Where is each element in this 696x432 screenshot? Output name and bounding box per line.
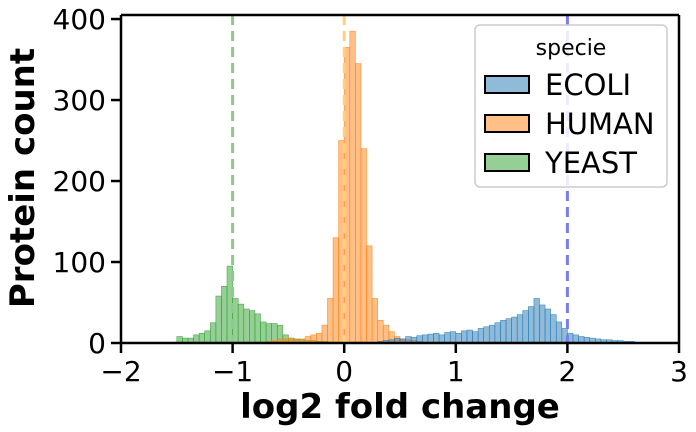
yeast-bar xyxy=(243,308,250,344)
yeast-bar xyxy=(254,313,261,344)
yeast-bars xyxy=(176,265,334,344)
yeast-bar xyxy=(260,321,267,344)
yeast-bar xyxy=(237,303,245,344)
ecoli-bar xyxy=(505,318,512,344)
y-tick-label: 0 xyxy=(88,327,106,360)
human-bar xyxy=(321,324,328,344)
x-axis-title: log2 fold change xyxy=(240,387,560,427)
ecoli-bar xyxy=(494,322,501,344)
legend-frame xyxy=(474,24,668,188)
legend-title: specie xyxy=(536,36,607,61)
ecoli-bars xyxy=(377,298,641,344)
x-tick-label: −1 xyxy=(212,355,253,388)
y-axis-title: Protein count xyxy=(3,48,43,308)
ecoli-bar xyxy=(533,298,540,344)
ecoli-bar xyxy=(444,332,451,344)
yeast-bar xyxy=(221,286,228,344)
ecoli-bar xyxy=(528,306,535,344)
x-tick-label: −2 xyxy=(100,355,141,388)
y-tick-label: 300 xyxy=(53,84,106,117)
ecoli-bar xyxy=(550,314,557,344)
ecoli-bar xyxy=(483,326,490,344)
human-bar xyxy=(332,237,339,344)
human-bar xyxy=(315,332,323,344)
x-tick-label: 0 xyxy=(335,355,353,388)
legend: specie ECOLI HUMAN YEAST xyxy=(474,24,668,188)
human-bar xyxy=(360,148,367,344)
ecoli-bar xyxy=(539,304,546,344)
ecoli-bar xyxy=(516,314,524,344)
axes xyxy=(119,13,681,345)
x-tick-label: 2 xyxy=(558,355,576,388)
ecoli-bar xyxy=(472,331,479,344)
ecoli-bar xyxy=(511,316,518,344)
legend-swatch-yeast xyxy=(484,153,530,172)
human-bar xyxy=(366,245,373,344)
ecoli-bar xyxy=(500,320,507,344)
yeast-bar xyxy=(209,322,217,344)
yeast-bar xyxy=(215,295,222,344)
ecoli-bar xyxy=(466,329,473,344)
y-tick-label: 400 xyxy=(53,3,106,36)
ecoli-bar xyxy=(522,310,529,344)
legend-swatch-human xyxy=(484,114,530,133)
legend-label-ecoli: ECOLI xyxy=(545,68,631,102)
ecoli-bar xyxy=(488,324,496,344)
human-bar xyxy=(371,298,378,344)
human-bar xyxy=(327,298,334,344)
human-bar xyxy=(349,30,356,344)
legend-label-yeast: YEAST xyxy=(544,146,637,180)
ecoli-bar xyxy=(555,321,563,344)
yeast-bar xyxy=(271,323,278,344)
ecoli-bar xyxy=(455,332,462,344)
x-ticks: −2 −1 0 1 2 3 xyxy=(100,343,688,388)
y-ticks: 0 100 200 300 400 xyxy=(53,3,121,360)
y-tick-label: 100 xyxy=(53,246,106,279)
yeast-bar xyxy=(249,310,256,344)
yeast-bar xyxy=(198,332,205,344)
y-tick-label: 200 xyxy=(53,165,106,198)
x-tick-label: 1 xyxy=(447,355,465,388)
ecoli-bar xyxy=(427,333,434,344)
ecoli-bar xyxy=(477,328,484,344)
ecoli-bar xyxy=(449,331,457,344)
x-tick-label: 3 xyxy=(670,355,688,388)
human-bar xyxy=(377,320,384,344)
ecoli-bar xyxy=(433,332,440,344)
yeast-bar xyxy=(265,323,272,344)
yeast-bar xyxy=(204,330,211,344)
legend-swatch-ecoli xyxy=(484,75,530,94)
human-bar xyxy=(355,63,362,344)
legend-label-human: HUMAN xyxy=(545,107,655,141)
ecoli-bar xyxy=(461,330,468,344)
ecoli-bar xyxy=(544,308,551,344)
